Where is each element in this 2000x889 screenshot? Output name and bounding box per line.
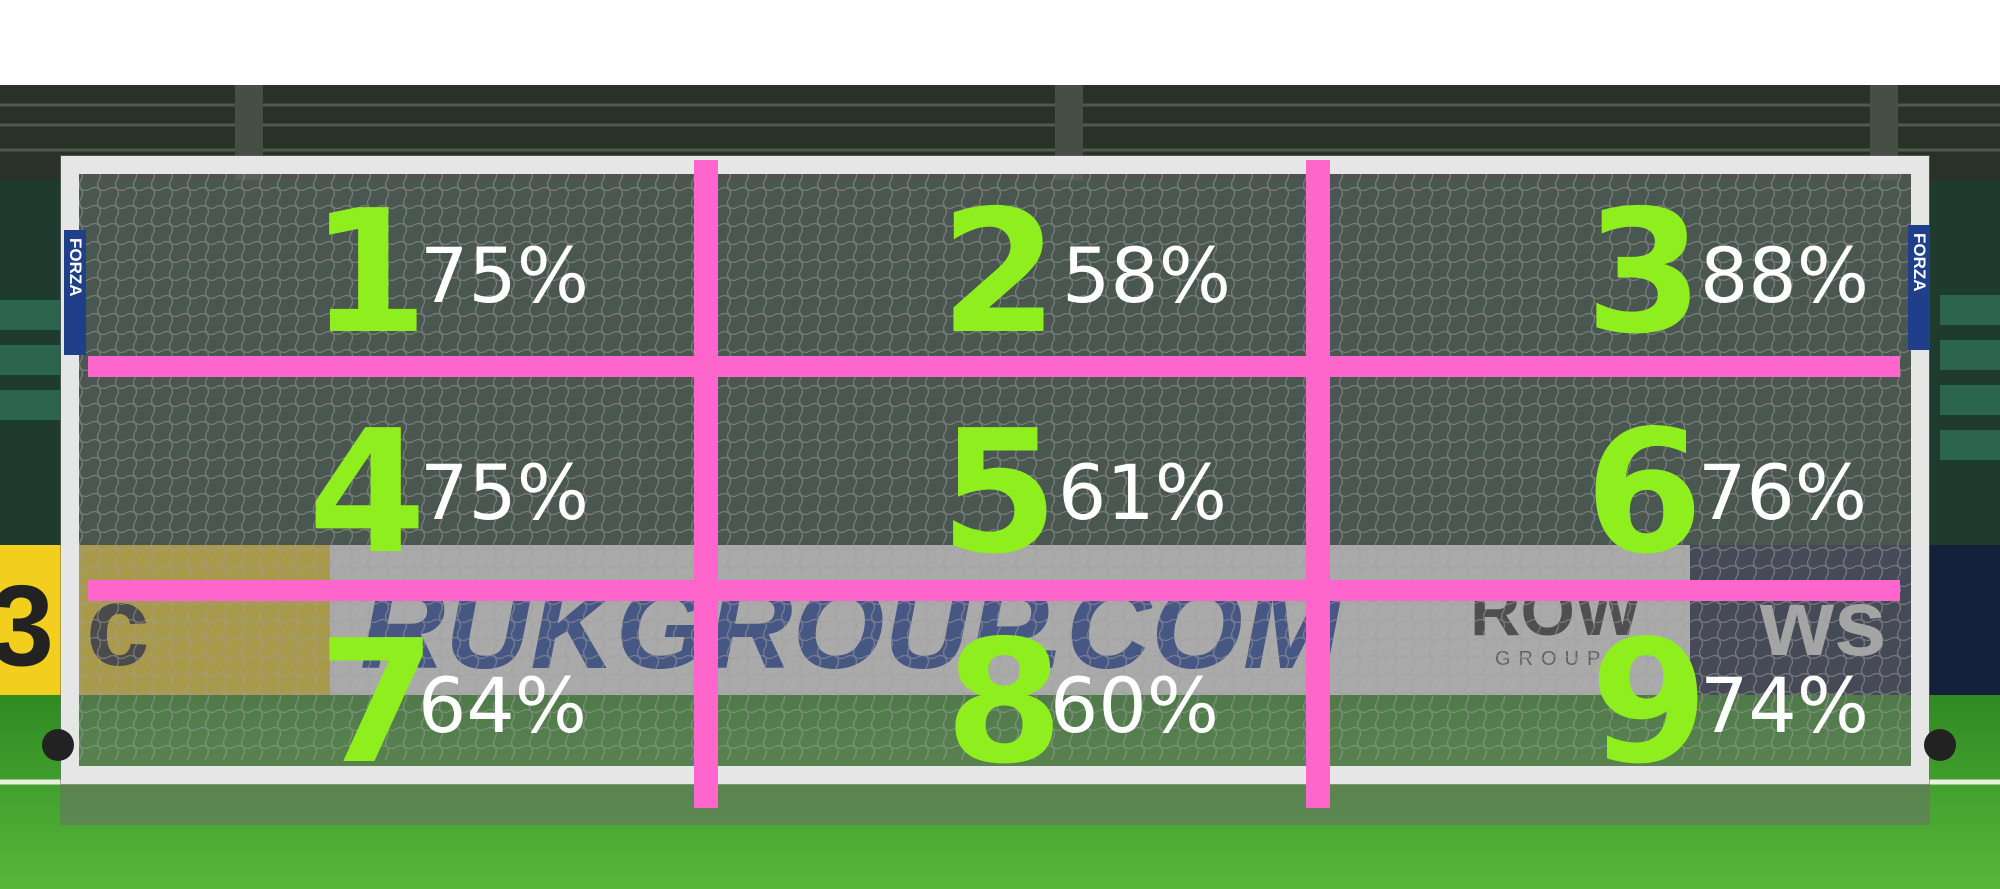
zone-8-percent: 60% [1050,668,1219,744]
svg-text:FORZA: FORZA [1910,233,1929,292]
zone-6-number: 6 [1585,408,1699,578]
zone-9-percent: 74% [1700,668,1869,744]
svg-text:FORZA: FORZA [66,238,85,297]
zone-2-number: 2 [940,188,1054,358]
grid-line-vertical-1 [694,160,718,808]
grid-line-vertical-2 [1306,160,1330,808]
zone-4-percent: 75% [420,455,589,531]
zone-5-percent: 61% [1058,455,1227,531]
zone-9-number: 9 [1590,618,1704,788]
zone-1-percent: 75% [420,238,589,314]
zone-3-number: 3 [1585,188,1699,358]
zone-4-number: 4 [308,408,422,578]
zone-3-percent: 88% [1700,238,1869,314]
zone-7-percent: 64% [418,668,587,744]
zone-7-number: 7 [318,618,432,788]
zone-2-percent: 58% [1062,238,1231,314]
zone-5-number: 5 [940,408,1054,578]
zone-1-number: 1 [310,188,424,358]
zone-6-percent: 76% [1698,455,1867,531]
zone-8-number: 8 [945,618,1059,788]
